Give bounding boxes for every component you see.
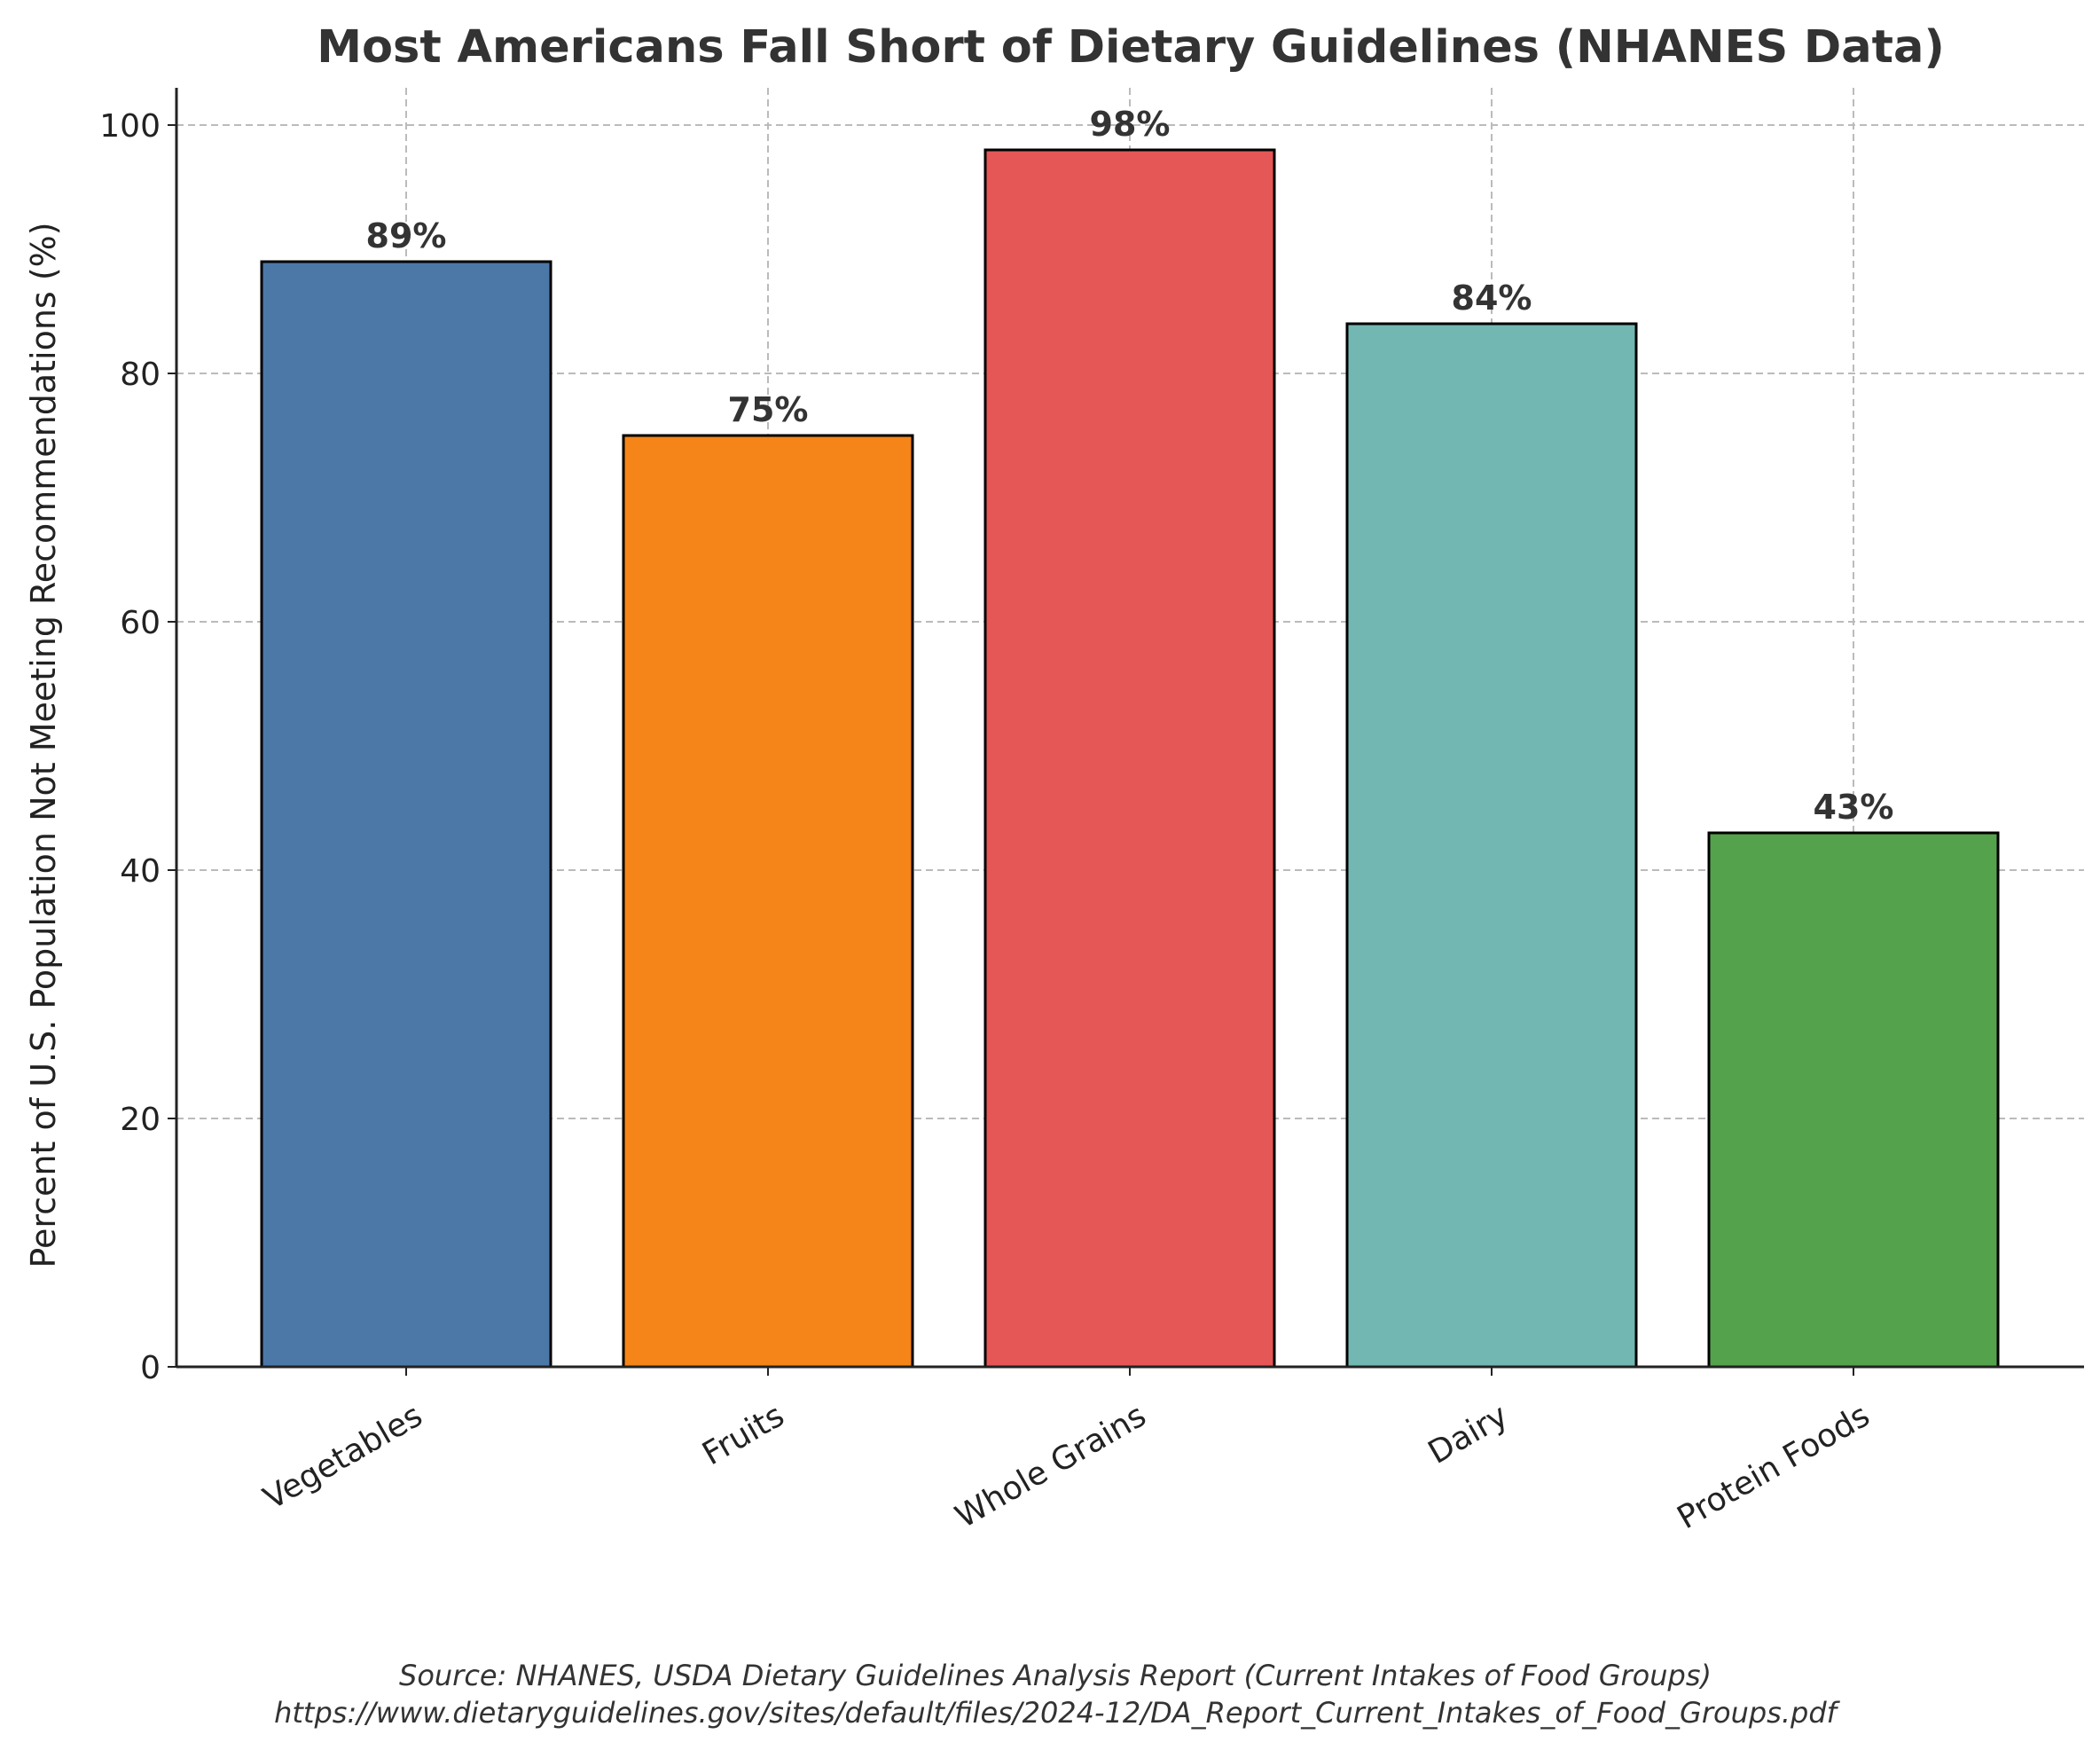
bar-protein-foods <box>1707 831 2000 1369</box>
y-tick-label: 40 <box>120 853 161 890</box>
y-tick-label: 20 <box>120 1102 161 1138</box>
data-label: 98% <box>1090 105 1171 144</box>
y-tick-label: 80 <box>120 357 161 393</box>
data-label: 89% <box>366 216 447 255</box>
y-axis-label: Percent of U.S. Population Not Meeting R… <box>24 222 63 1267</box>
x-tick-label: Protein Foods <box>1672 1397 1877 1536</box>
bar-fruits <box>622 434 914 1369</box>
bar-dairy <box>1345 322 1638 1369</box>
bar-vegetables <box>260 260 552 1369</box>
y-tick-label: 60 <box>120 605 161 641</box>
data-label: 84% <box>1452 279 1532 318</box>
bar-whole-grains <box>983 148 1276 1369</box>
chart-title: Most Americans Fall Short of Dietary Gui… <box>317 21 1945 74</box>
x-tick-label: Dairy <box>1422 1397 1515 1471</box>
x-tick-label: Whole Grains <box>950 1397 1153 1535</box>
y-tick-label: 100 <box>99 108 161 145</box>
source-url[interactable]: https://www.dietaryguidelines.gov/sites/… <box>274 1696 1841 1730</box>
source-line-1: Source: NHANES, USDA Dietary Guidelines … <box>399 1659 1712 1692</box>
data-label: 75% <box>728 390 809 429</box>
axes <box>168 88 2084 1376</box>
x-tick-label: Fruits <box>696 1397 790 1472</box>
y-tick-label: 0 <box>140 1350 161 1386</box>
bars <box>260 148 2000 1369</box>
x-tick-label: Vegetables <box>258 1397 429 1517</box>
data-label: 43% <box>1814 788 1894 827</box>
